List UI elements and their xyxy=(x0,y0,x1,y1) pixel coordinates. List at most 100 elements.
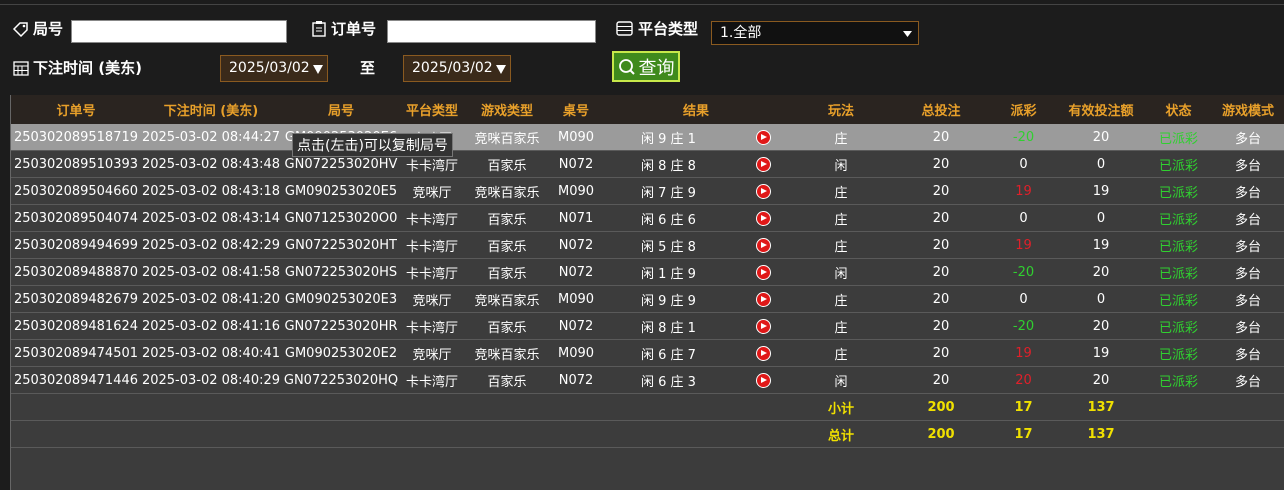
table-row[interactable]: 250302089474501 2025-03-02 08:40:41 GM0902… xyxy=(11,339,1284,367)
table-cell: GN072253020HS xyxy=(281,258,401,286)
table-cell: 19 xyxy=(991,231,1057,259)
dropdown-arrow xyxy=(496,65,506,74)
table-cell: 已派彩 xyxy=(1146,177,1212,205)
button-text: 查询 xyxy=(638,57,675,79)
table-cell: GN071253020O0 xyxy=(281,204,401,232)
video-cell xyxy=(736,231,792,259)
table-cell: 竞咪百家乐 xyxy=(463,285,551,313)
table-cell: M090 xyxy=(551,285,601,313)
play-icon[interactable] xyxy=(756,237,771,253)
platform-select[interactable]: 1.全部 xyxy=(711,21,919,45)
table-cell: 闲 xyxy=(791,366,892,394)
table-cell: 20 xyxy=(891,285,992,313)
table-row[interactable]: 250302089504660 2025-03-02 08:43:18 GM0902… xyxy=(11,177,1284,205)
table-cell: 0 xyxy=(1056,285,1147,313)
total-label: 总计 xyxy=(791,420,892,448)
play-icon[interactable] xyxy=(756,264,771,280)
table-cell: 20 xyxy=(891,366,992,394)
play-icon[interactable] xyxy=(756,210,771,226)
table-cell: 2025-03-02 08:44:27 xyxy=(141,124,281,151)
video-cell xyxy=(736,366,792,394)
table-cell: 已派彩 xyxy=(1146,285,1212,313)
table-cell: 20 xyxy=(891,258,992,286)
empty-cell xyxy=(463,393,551,421)
table-row[interactable]: 250302089494699 2025-03-02 08:42:29 GN0722… xyxy=(11,231,1284,259)
total-value: 137 xyxy=(1056,420,1147,448)
table-cell: 19 xyxy=(991,339,1057,367)
play-icon[interactable] xyxy=(756,183,771,199)
calendar-icon xyxy=(13,61,29,76)
table-cell: 250302089504660 xyxy=(11,177,141,205)
table-row[interactable]: 250302089471446 2025-03-02 08:40:29 GN0722… xyxy=(11,366,1284,394)
table-cell: 250302089518719 xyxy=(11,124,141,151)
table-cell: 百家乐 xyxy=(463,150,551,178)
table-row[interactable]: 250302089488870 2025-03-02 08:41:58 GN0722… xyxy=(11,258,1284,286)
play-icon[interactable] xyxy=(756,156,771,172)
table-cell: 闲 6 庄 7 xyxy=(601,339,736,367)
table-cell: 已派彩 xyxy=(1146,312,1212,340)
play-icon[interactable] xyxy=(756,129,771,145)
table-cell: 20 xyxy=(1056,258,1147,286)
empty-cell xyxy=(281,393,401,421)
table-row[interactable]: 250302089504074 2025-03-02 08:43:14 GN0712… xyxy=(11,204,1284,232)
play-icon[interactable] xyxy=(756,345,771,361)
table-cell: GM090253020E5 xyxy=(281,177,401,205)
table-cell: 0 xyxy=(991,204,1057,232)
table-row[interactable]: 250302089481624 2025-03-02 08:41:16 GN0722… xyxy=(11,312,1284,340)
order-input[interactable] xyxy=(387,20,596,43)
play-icon[interactable] xyxy=(756,318,771,334)
table-cell: N071 xyxy=(551,204,601,232)
table-cell: 庄 xyxy=(791,204,892,232)
table-cell: 卡卡湾厅 xyxy=(401,204,463,232)
subtotal-row: 小计 200 17 137 xyxy=(11,393,1284,421)
table-cell: 已派彩 xyxy=(1146,204,1212,232)
table-cell: 19 xyxy=(1056,231,1147,259)
table-cell: 庄 xyxy=(791,285,892,313)
play-icon[interactable] xyxy=(756,291,771,307)
label-text: 下注时间 (美东) xyxy=(33,59,142,77)
table-cell: 20 xyxy=(891,204,992,232)
table-cell: 已派彩 xyxy=(1146,231,1212,259)
table-cell: 卡卡湾厅 xyxy=(401,366,463,394)
time-label: 下注时间 (美东) xyxy=(12,57,142,78)
table-cell: 20 xyxy=(1056,124,1147,151)
table-cell: 2025-03-02 08:43:18 xyxy=(141,177,281,205)
table-cell: 竞咪百家乐 xyxy=(463,177,551,205)
table-cell: 已派彩 xyxy=(1146,124,1212,151)
table-cell: -20 xyxy=(991,312,1057,340)
table-cell: 250302089494699 xyxy=(11,231,141,259)
empty-cell xyxy=(11,420,141,448)
play-icon[interactable] xyxy=(756,372,771,388)
records-table: 订单号 下注时间 (美东) 局号 平台类型 游戏类型 桌号 结果 玩法 总投注 派彩 有效投注额 状态… xyxy=(11,95,1284,448)
total-value: 17 xyxy=(991,420,1057,448)
table-cell: N072 xyxy=(551,231,601,259)
column-header: 状态 xyxy=(1146,95,1212,124)
query-button[interactable]: 查询 xyxy=(612,51,680,82)
subtotal-label: 小计 xyxy=(791,393,892,421)
video-cell xyxy=(736,124,792,151)
table-cell: 卡卡湾厅 xyxy=(401,231,463,259)
label-text: 至 xyxy=(360,59,376,77)
table-cell: 闲 9 庄 1 xyxy=(601,124,736,151)
table-cell: 2025-03-02 08:40:29 xyxy=(141,366,281,394)
dropdown-arrow xyxy=(903,31,912,37)
empty-cell xyxy=(11,393,141,421)
date-from[interactable]: 2025/03/02 xyxy=(220,55,328,82)
subtotal-value: 137 xyxy=(1056,393,1147,421)
round-input[interactable] xyxy=(71,20,287,43)
video-cell xyxy=(736,312,792,340)
date-to[interactable]: 2025/03/02 xyxy=(403,55,511,82)
table-cell: 闲 8 庄 1 xyxy=(601,312,736,340)
table-row[interactable]: 250302089510393 2025-03-02 08:43:48 GN0722… xyxy=(11,150,1284,178)
column-header: 结果 xyxy=(601,95,792,124)
empty-cell xyxy=(1211,420,1284,448)
round-label: 局号 xyxy=(12,18,63,39)
empty-cell xyxy=(1211,393,1284,421)
table-cell: GM090253020E3 xyxy=(281,285,401,313)
table-row[interactable]: 250302089482679 2025-03-02 08:41:20 GM0902… xyxy=(11,285,1284,313)
table-cell: -20 xyxy=(991,258,1057,286)
empty-cell xyxy=(551,420,601,448)
table-cell: N072 xyxy=(551,366,601,394)
empty-cell xyxy=(281,420,401,448)
